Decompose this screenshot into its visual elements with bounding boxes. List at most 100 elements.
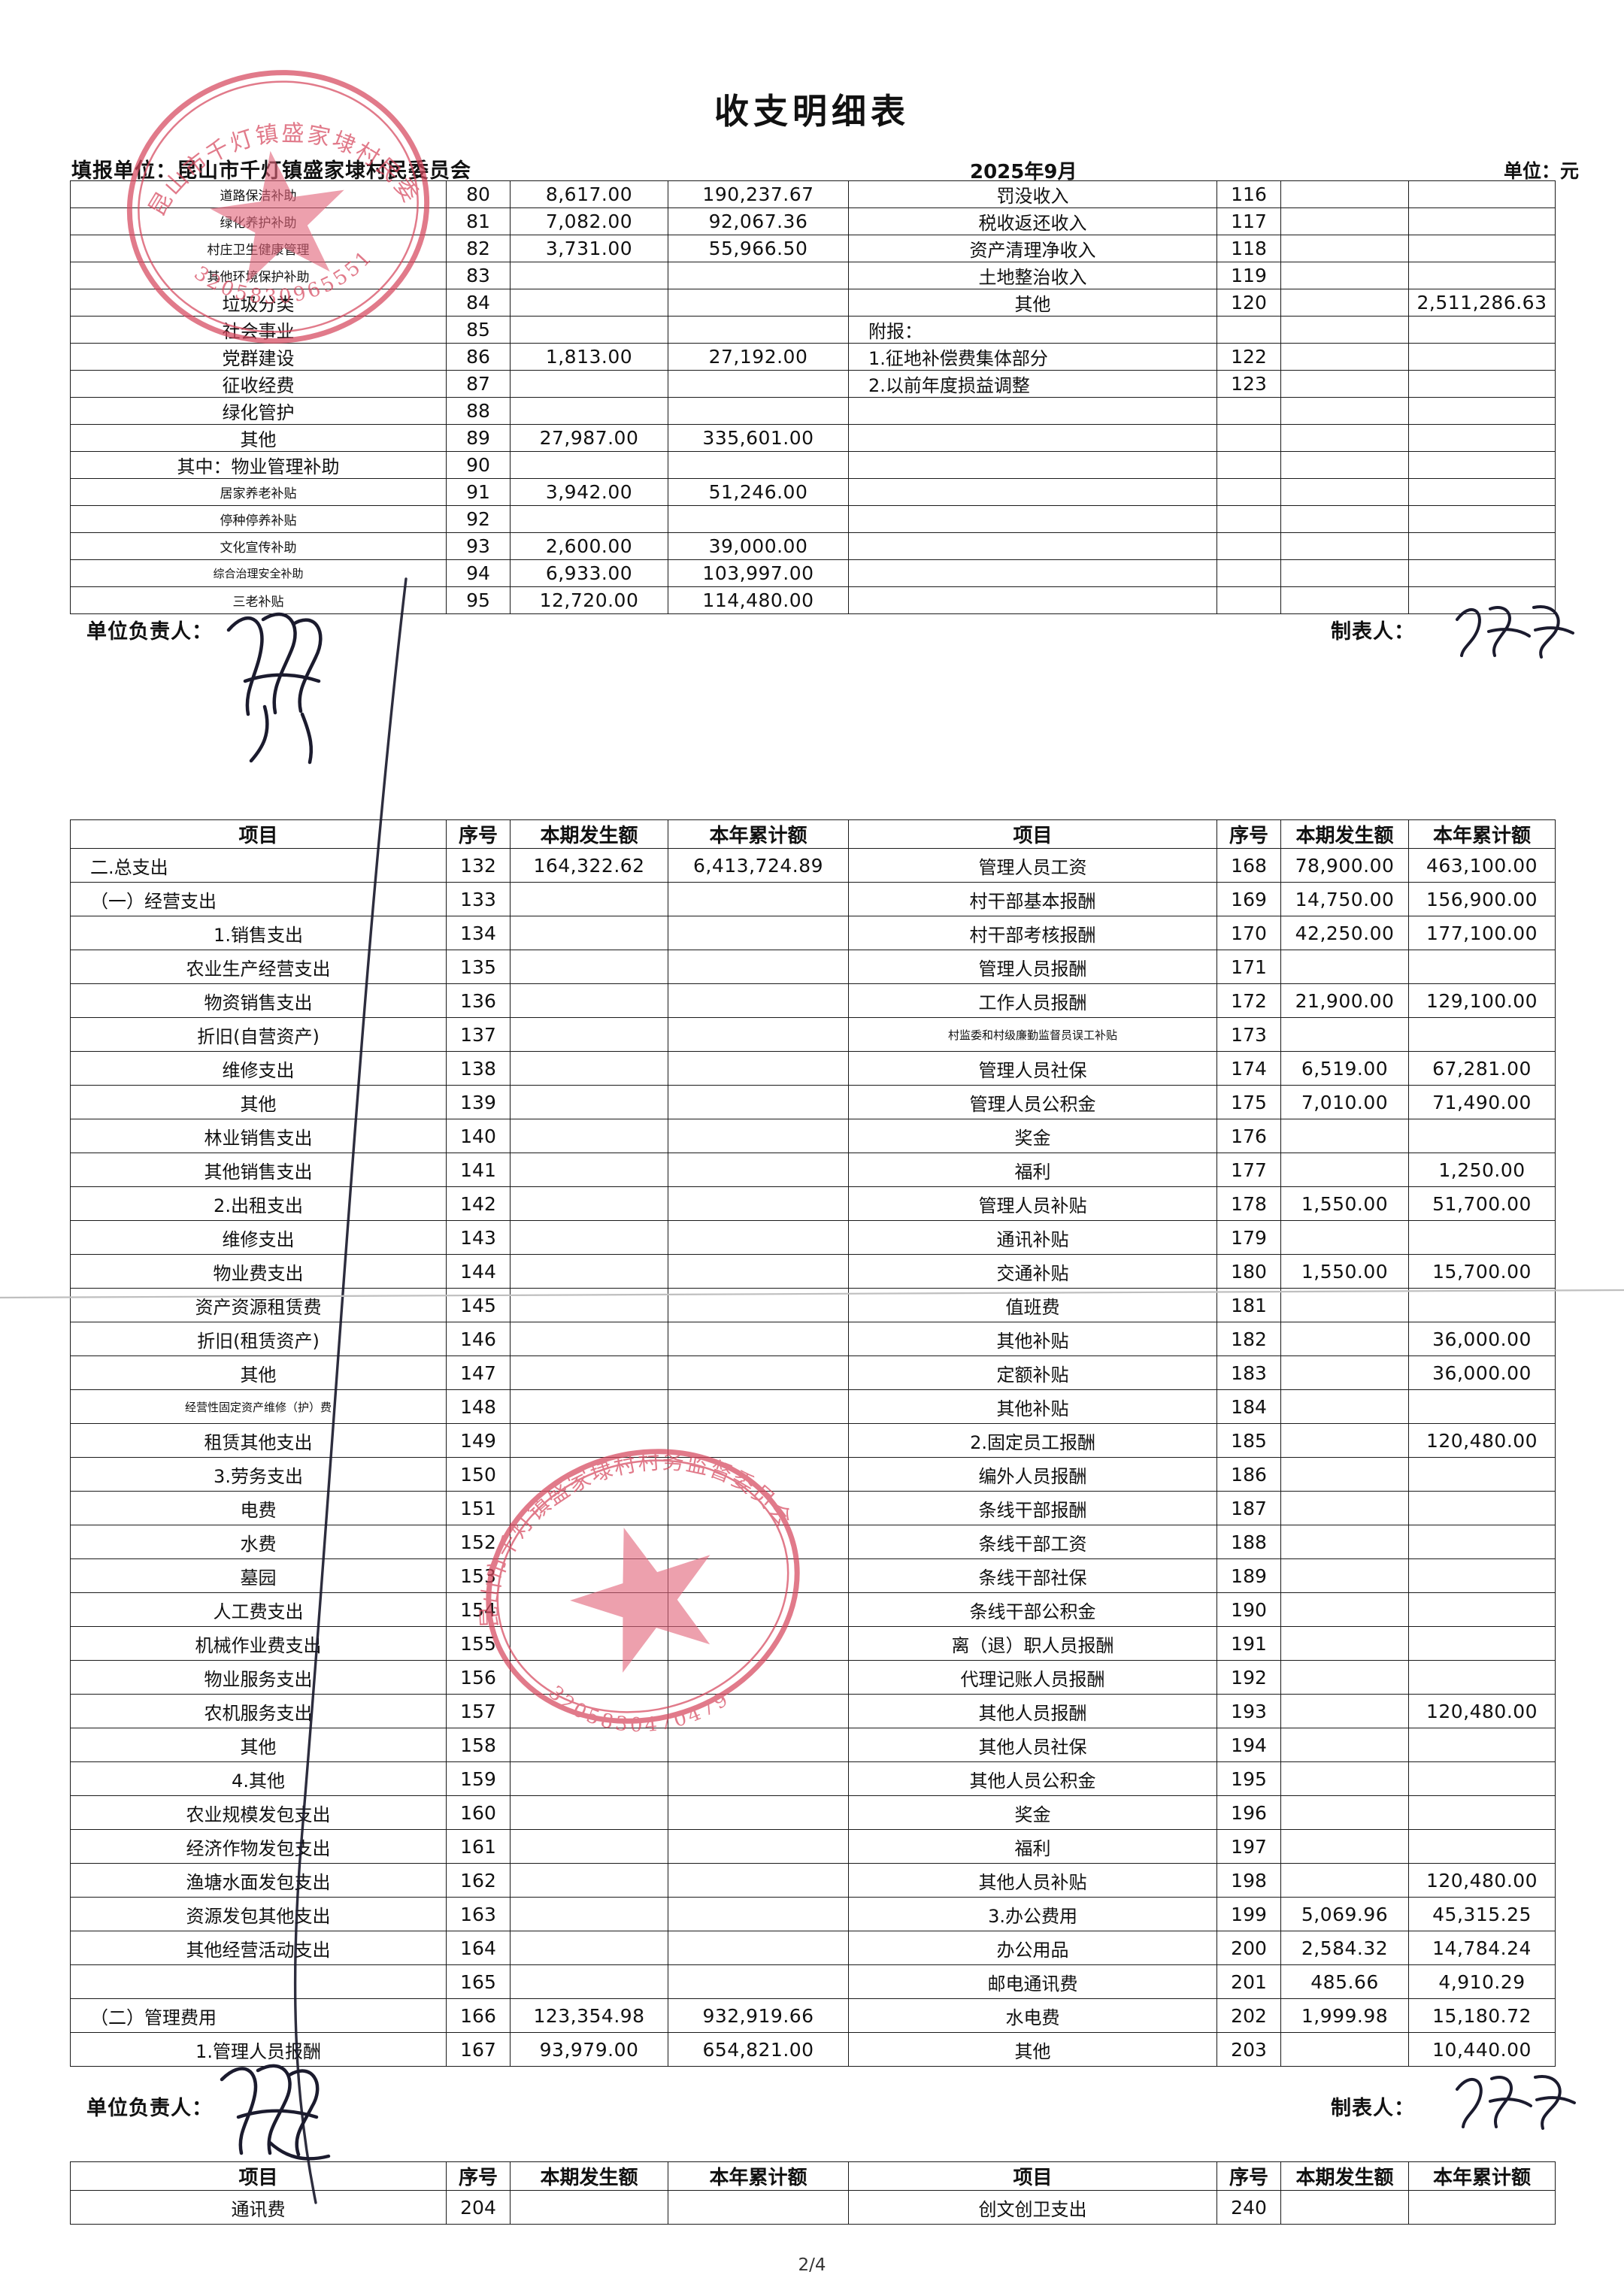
cell-ytd-left: [668, 916, 850, 950]
table-row: 渔塘水面发包支出 162 其他人员补贴 198 120,480.00: [69, 1863, 1556, 1898]
cell-item-left: 3.劳务支出: [69, 1457, 447, 1492]
cell-seq-left: 152: [446, 1525, 511, 1559]
cell-item-right: 村干部考核报酬: [848, 916, 1218, 950]
cell-seq-right: 191: [1216, 1626, 1282, 1661]
table-row: 二.总支出 132 164,322.62 6,413,724.89 管理人员工资 168 7…: [69, 848, 1556, 883]
col-header-ytd-right: 本年累计额: [1408, 819, 1556, 849]
cell-ytd-left: 6,413,724.89: [668, 848, 850, 883]
cell-ytd-right: 51,700.00: [1408, 1186, 1556, 1221]
cell-current-right: [1280, 1592, 1410, 1627]
cell-item-right: 管理人员公积金: [848, 1085, 1218, 1119]
col-header-seq-left: 序号: [446, 819, 511, 849]
cell-seq-left: 156: [446, 1660, 511, 1695]
cell-item-left: 其他经营活动支出: [69, 1931, 447, 1965]
cell-seq-right: [1216, 478, 1281, 506]
cell-seq-right: 176: [1216, 1119, 1282, 1153]
cell-seq-right: 192: [1216, 1660, 1282, 1695]
table-row: 1.销售支出 134 村干部考核报酬 170 42,250.00 177,100.00: [69, 916, 1556, 950]
cell-current-left: [510, 1254, 669, 1289]
cell-item-right: 管理人员社保: [848, 1051, 1218, 1086]
col-header-current-left: 本期发生额: [510, 819, 669, 849]
cell-current-right: [1280, 1119, 1410, 1153]
cell-current-right: [1280, 1153, 1410, 1187]
cell-ytd-right: 463,100.00: [1408, 848, 1556, 883]
cell-current-left: [510, 1694, 669, 1728]
cell-item-right: [848, 586, 1217, 614]
cell-ytd-right: 45,315.25: [1408, 1897, 1556, 1931]
cell-item-right: 通讯补贴: [848, 1220, 1218, 1255]
cell-item-right: 附报：: [848, 316, 1217, 344]
cell-current-left: [510, 451, 668, 479]
cell-seq-right: 184: [1216, 1389, 1282, 1424]
table-row: 2.出租支出 142 管理人员补贴 178 1,550.00 51,700.00: [69, 1186, 1556, 1221]
cell-ytd-left: 335,601.00: [668, 424, 849, 452]
cell-seq-right: 119: [1216, 262, 1281, 289]
cell-item-right: 村干部基本报酬: [848, 882, 1218, 916]
table-row: 人工费支出 154 条线干部公积金 190: [69, 1592, 1556, 1627]
cell-item-left: 经营性固定资产维修（护）费: [69, 1389, 447, 1424]
table-row: 林业销售支出 140 奖金 176: [69, 1119, 1556, 1153]
cell-ytd-left: [668, 370, 849, 398]
cell-seq-left: 137: [446, 1017, 511, 1052]
cell-current-right: [1280, 1220, 1410, 1255]
cell-current-left: 123,354.98: [510, 1998, 669, 2033]
cell-current-left: [510, 289, 668, 317]
cell-seq-left: 166: [446, 1998, 511, 2033]
cell-ytd-left: [668, 1153, 850, 1187]
cell-item-right: 管理人员补贴: [848, 1186, 1218, 1221]
cell-ytd-left: [668, 983, 850, 1018]
cell-ytd-left: [668, 1355, 850, 1390]
table-row: 机械作业费支出 155 离（退）职人员报酬 191: [69, 1626, 1556, 1661]
cell-current-right: [1280, 207, 1409, 235]
cell-ytd-left: [668, 289, 849, 317]
cell-current-right: [1280, 289, 1409, 317]
col-header-current-right-b: 本期发生额: [1280, 2161, 1410, 2191]
cell-ytd-right: 177,100.00: [1408, 916, 1556, 950]
cell-item-left: 物资销售支出: [69, 983, 447, 1018]
cell-seq-left: 151: [446, 1491, 511, 1525]
cell-item-left: 绿化管护: [70, 397, 447, 425]
cell-item-left: 1.销售支出: [69, 916, 447, 950]
cell-ytd-left: [668, 1964, 850, 1999]
cell-current-right: 78,900.00: [1280, 848, 1410, 883]
cell-item-right: 其他补贴: [848, 1389, 1218, 1424]
cell-seq-right: 170: [1216, 916, 1282, 950]
cell-current-right: [1280, 1288, 1410, 1322]
cell-current-left: [510, 1288, 669, 1322]
cell-seq-right: 175: [1216, 1085, 1282, 1119]
col-header-item-left: 项目: [69, 819, 447, 849]
cell-seq-left: 135: [446, 950, 511, 984]
cell-current-left: [510, 505, 668, 533]
cell-item-right: 定额补贴: [848, 1355, 1218, 1390]
cell-seq-left: 139: [446, 1085, 511, 1119]
cell-current-right: [1280, 451, 1409, 479]
cell-seq-right: 183: [1216, 1355, 1282, 1390]
cell-ytd-left: [668, 1931, 850, 1965]
cell-ytd-left: [668, 2190, 850, 2225]
cell-seq-right: 171: [1216, 950, 1282, 984]
cell-item-left: 水费: [69, 1525, 447, 1559]
cell-item-right: 条线干部工资: [848, 1525, 1218, 1559]
cell-ytd-right: [1408, 1457, 1556, 1492]
cell-item-left: 道路保洁补助: [70, 180, 447, 208]
cell-seq-left: 161: [446, 1829, 511, 1864]
cell-seq-right: 185: [1216, 1423, 1282, 1458]
table-main-header-row: 项目 序号 本期发生额 本年累计额 项目 序号 本期发生额 本年累计额: [69, 819, 1556, 849]
cell-item-right: 交通补贴: [848, 1254, 1218, 1289]
cell-ytd-left: 39,000.00: [668, 532, 849, 560]
col-header-item-left-b: 项目: [69, 2161, 447, 2191]
cell-item-left: 综合治理安全补助: [70, 559, 447, 587]
cell-item-right: 其他人员社保: [848, 1728, 1218, 1762]
cell-item-right: [848, 451, 1217, 479]
cell-current-left: [510, 1897, 669, 1931]
cell-ytd-right: [1408, 424, 1556, 452]
cell-ytd-left: [668, 1423, 850, 1458]
cell-current-left: 6,933.00: [510, 559, 668, 587]
cell-item-right: 邮电通讯费: [848, 1964, 1218, 1999]
table-row: 综合治理安全补助 94 6,933.00 103,997.00: [70, 559, 1556, 587]
cell-ytd-left: [668, 316, 849, 344]
cell-seq-left: 153: [446, 1558, 511, 1593]
cell-current-left: 3,942.00: [510, 478, 668, 506]
cell-item-left: 绿化养护补助: [70, 207, 447, 235]
